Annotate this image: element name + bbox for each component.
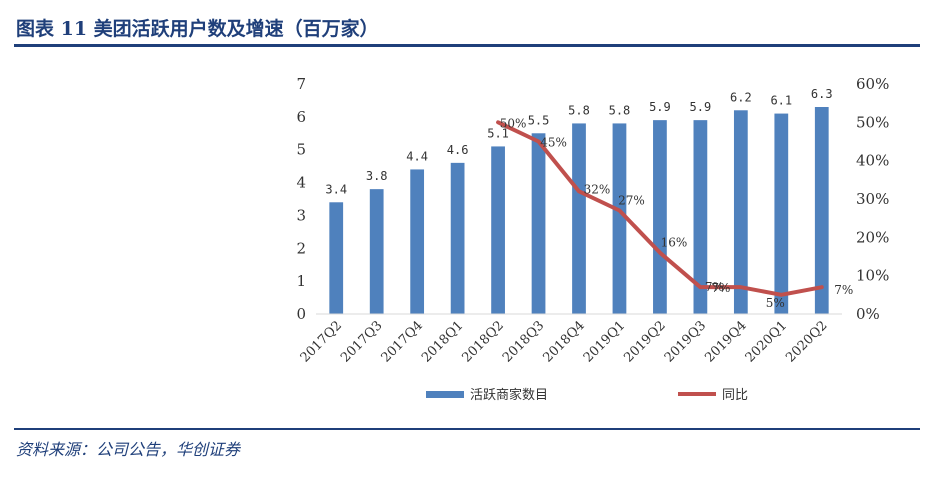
bar: [369, 189, 384, 314]
bar-data-label: 4.4: [406, 149, 428, 163]
y-left-tick-label: 3: [296, 206, 306, 224]
bar: [531, 133, 546, 314]
bar-data-label: 5.8: [609, 103, 631, 117]
bar-data-label: 6.3: [811, 87, 833, 101]
bar-series: [329, 107, 829, 315]
line-data-label: 7%: [834, 283, 853, 297]
y-right-tick-label: 10%: [856, 267, 889, 285]
line-data-label: 7%: [705, 280, 724, 294]
page-title: 图表 11 美团活跃用户数及增速（百万家）: [16, 18, 379, 40]
bar: [491, 146, 505, 314]
x-tick-label: 2017Q2: [298, 318, 345, 365]
y-right-tick-label: 0%: [856, 305, 880, 323]
x-tick-label: 2017Q3: [338, 318, 385, 365]
y-axis-right: 0% 10% 20% 30% 40% 50% 60%: [856, 75, 889, 323]
bar-data-label: 5.9: [690, 100, 712, 114]
bar: [410, 169, 425, 314]
combo-chart: 0 1 2 3 4 5 6 7 0% 10% 20% 30% 40% 50% 60% 3.4 3.8 4.4 4…: [296, 75, 889, 403]
line-data-label: 32%: [584, 182, 611, 196]
x-tick-label: 2018Q2: [460, 318, 507, 365]
y-right-tick-label: 50%: [856, 113, 889, 131]
bar: [693, 120, 708, 315]
x-tick-label: 2018Q1: [419, 318, 466, 365]
y-left-tick-label: 5: [296, 141, 306, 159]
bar: [612, 123, 627, 314]
x-tick-label: 2018Q4: [540, 318, 587, 365]
line-data-label: 7%: [711, 281, 730, 295]
x-tick-label: 2019Q4: [702, 318, 749, 365]
bar-data-label: 6.2: [730, 90, 752, 104]
y-left-tick-label: 2: [296, 239, 306, 257]
bar-data-label: 5.1: [487, 126, 509, 140]
bar-data-label: 3.8: [366, 169, 388, 183]
y-left-tick-label: 1: [296, 272, 306, 290]
bar: [572, 123, 586, 314]
x-tick-label: 2020Q2: [783, 318, 830, 365]
bar: [450, 162, 465, 314]
y-right-tick-label: 30%: [856, 190, 889, 208]
bar-data-label: 5.8: [568, 103, 590, 117]
title-divider: [14, 44, 920, 47]
bar-data-label: 5.5: [528, 113, 550, 127]
legend: 活跃商家数目 同比: [426, 387, 748, 403]
title-bar: 图表 11 美团活跃用户数及增速（百万家）: [14, 8, 920, 47]
y-left-tick-label: 7: [296, 75, 306, 93]
line-data-labels: 50%45%32%27%16%7%7%5%7%: [500, 116, 854, 310]
legend-bar-label: 活跃商家数目: [470, 387, 548, 403]
x-tick-label: 2020Q1: [743, 318, 790, 365]
bar-data-label: 6.1: [770, 94, 792, 108]
x-tick-label: 2019Q1: [581, 318, 628, 365]
legend-line-label: 同比: [722, 388, 748, 403]
bar: [329, 202, 344, 314]
x-tick-label: 2018Q3: [500, 318, 547, 365]
line-data-label: 50%: [500, 116, 527, 130]
line-data-label: 27%: [618, 194, 645, 208]
y-right-tick-label: 60%: [856, 75, 889, 93]
footer-divider: [14, 428, 920, 430]
y-right-tick-label: 20%: [856, 228, 889, 246]
y-left-tick-label: 0: [296, 305, 306, 323]
source-note: 资料来源：公司公告，华创证券: [16, 440, 241, 459]
bar-data-labels: 3.4 3.8 4.4 4.6 5.1 5.5 5.8 5.8 5.9 5.9 6.2 6.1 6.3: [325, 87, 832, 196]
y-right-tick-label: 40%: [856, 152, 889, 170]
growth-line: [496, 120, 824, 297]
bar-data-label: 3.4: [325, 182, 347, 196]
y-left-tick-label: 6: [296, 108, 306, 126]
y-axis-left: 0 1 2 3 4 5 6 7: [296, 75, 306, 323]
legend-bar-swatch: [426, 391, 464, 398]
line-data-label: 5%: [766, 296, 785, 310]
y-left-tick-label: 4: [296, 174, 306, 192]
bar-data-label: 4.6: [447, 143, 469, 157]
x-tick-label: 2019Q3: [662, 318, 709, 365]
x-axis: 2017Q22017Q32017Q42018Q12018Q22018Q32018…: [298, 313, 842, 366]
line-data-label: 16%: [661, 236, 688, 250]
x-tick-label: 2019Q2: [621, 318, 668, 365]
x-tick-label: 2017Q4: [379, 318, 426, 365]
line-series: [496, 120, 824, 297]
bar: [814, 107, 829, 314]
bar: [733, 110, 748, 315]
bar-data-label: 5.9: [649, 100, 671, 114]
bar: [653, 120, 667, 315]
line-data-label: 45%: [540, 136, 567, 150]
bar: [774, 113, 789, 314]
